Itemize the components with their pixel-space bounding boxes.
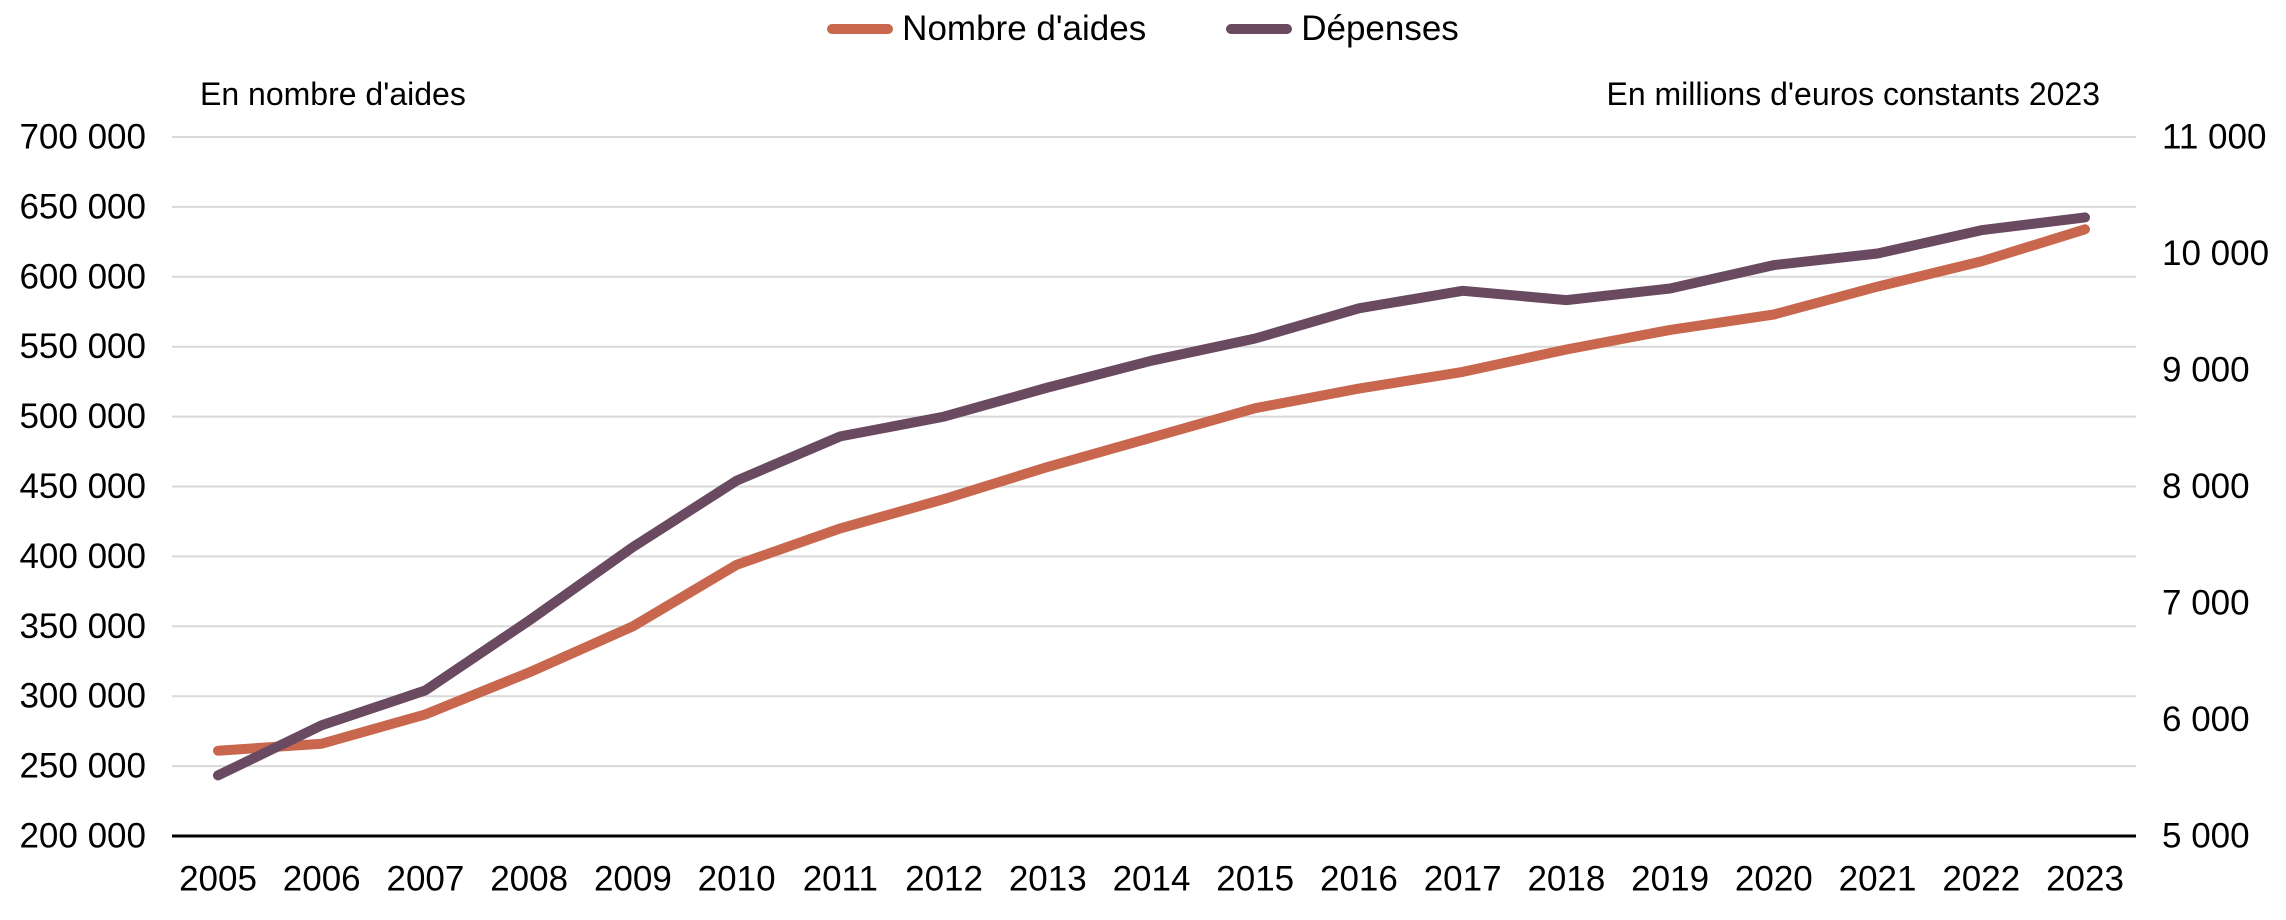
left-tick-label: 250 000 [19,747,146,786]
right-axis-tick-labels: 5 000 6 000 7 000 8 000 9 000 10 000 11 000 [2162,118,2269,856]
gridlines [172,136,2136,768]
right-tick-label: 5 000 [2162,817,2250,856]
x-axis-tick-labels: 2005 2006 2007 2008 2009 2010 2011 2012 2013 2014… [179,860,2124,899]
left-axis-tick-labels: 200 000 250 000 300 000 350 000 400 000 450 0… [19,118,146,856]
right-tick-label: 6 000 [2162,700,2250,739]
right-tick-label: 10 000 [2162,234,2269,273]
x-tick-label: 2011 [803,860,878,899]
legend-label-nombre-daides: Nombre d'aides [902,9,1147,48]
right-axis-title: En millions d'euros constants 2023 [1606,76,2101,112]
x-tick-label: 2020 [1735,860,1813,899]
left-tick-label: 550 000 [19,327,146,366]
legend-label-depenses: Dépenses [1301,9,1459,48]
x-tick-label: 2016 [1320,860,1398,899]
left-tick-label: 400 000 [19,537,146,576]
left-tick-label: 200 000 [19,817,146,856]
x-tick-label: 2017 [1424,860,1502,899]
x-tick-label: 2007 [387,860,465,899]
x-tick-label: 2013 [1009,860,1087,899]
x-tick-label: 2009 [594,860,672,899]
left-tick-label: 450 000 [19,467,146,506]
left-axis-title: En nombre d'aides [200,76,466,112]
left-tick-label: 600 000 [19,257,146,296]
x-tick-label: 2006 [283,860,361,899]
series-line-depenses [213,212,2090,781]
left-tick-label: 350 000 [19,607,146,646]
right-tick-label: 8 000 [2162,467,2250,506]
x-tick-label: 2018 [1527,860,1605,899]
legend-swatch-depenses-icon [1226,24,1293,34]
x-tick-label: 2021 [1839,860,1917,899]
x-tick-label: 2008 [490,860,568,899]
legend-item-depenses: Dépenses [1226,10,1459,48]
left-tick-label: 700 000 [19,118,146,157]
x-tick-label: 2015 [1216,860,1294,899]
legend-item-nombre-daides: Nombre d'aides [827,10,1146,48]
legend-swatch-nombre-daides-icon [827,24,894,34]
x-tick-label: 2019 [1631,860,1709,899]
x-tick-label: 2012 [905,860,983,899]
right-tick-label: 11 000 [2162,118,2266,157]
x-tick-label: 2023 [2046,860,2124,899]
x-tick-label: 2022 [1942,860,2020,899]
series-line-nombre-daides [213,224,2090,756]
x-tick-label: 2014 [1113,860,1191,899]
left-tick-label: 300 000 [19,677,146,716]
left-tick-label: 500 000 [19,397,146,436]
chart-legend: Nombre d'aides Dépenses [0,10,2286,48]
right-tick-label: 9 000 [2162,351,2250,390]
x-tick-label: 2005 [179,860,257,899]
left-tick-label: 650 000 [19,187,146,226]
right-tick-label: 7 000 [2162,584,2250,623]
x-tick-label: 2010 [698,860,776,899]
